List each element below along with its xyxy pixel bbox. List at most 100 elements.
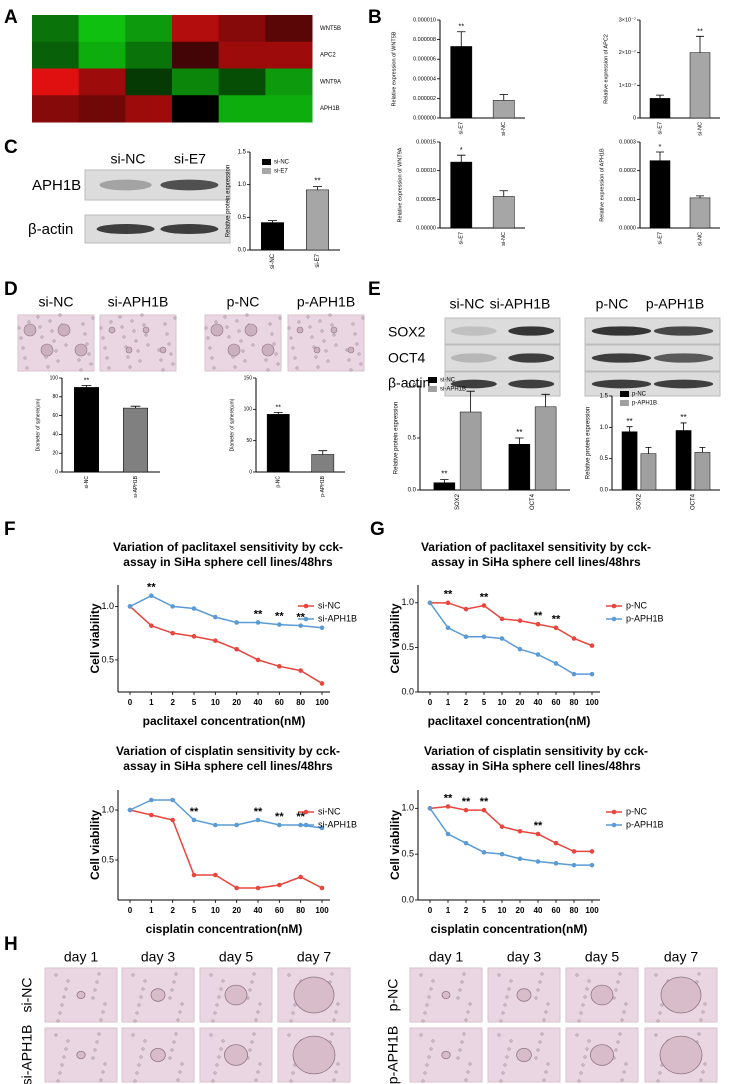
y-tick-label: 1.0 [408, 384, 417, 390]
point [298, 874, 303, 880]
cell [219, 1047, 223, 1051]
day-label: day 7 [664, 949, 698, 965]
significance: ** [480, 591, 489, 603]
x-tick-label: 40 [534, 698, 543, 707]
point [213, 872, 218, 878]
error-bar [656, 151, 664, 161]
cell [25, 366, 29, 370]
cell [334, 343, 338, 347]
cell [241, 349, 245, 353]
cell [239, 339, 243, 343]
sphere [292, 1035, 336, 1075]
sphere [441, 991, 451, 1000]
point [445, 804, 451, 809]
y-tick-label: 0.0001 [619, 197, 636, 203]
y-tick-label: 1.0 [101, 601, 114, 611]
cell [17, 326, 21, 330]
row-label: APC2 [320, 53, 336, 59]
cell [124, 345, 128, 349]
error-bar [626, 426, 633, 432]
day-label: day 5 [585, 949, 619, 965]
y-axis-label: Relative protein expression [586, 407, 592, 479]
error-bar [656, 94, 664, 99]
cell [211, 1019, 215, 1023]
significance: ** [680, 413, 686, 422]
cell [314, 355, 318, 359]
sphere [125, 346, 133, 354]
y-tick-label: 1.5 [238, 150, 247, 156]
bar [433, 482, 456, 491]
point [481, 634, 487, 640]
heatmap-cell [78, 95, 126, 123]
point [553, 861, 559, 866]
cell [172, 980, 176, 984]
sphere [590, 984, 614, 1006]
error-bar [696, 35, 704, 53]
bar [689, 52, 711, 119]
y-tick-label: 0.0 [401, 894, 414, 904]
cell [355, 342, 359, 346]
cell [146, 343, 150, 347]
cell [81, 322, 85, 326]
error-bar [696, 195, 704, 198]
point [213, 638, 218, 643]
y-axis-label: Cell viability [88, 603, 102, 673]
cell [132, 329, 136, 333]
sphere [150, 1047, 166, 1063]
cell [137, 1063, 141, 1067]
cell [324, 349, 328, 353]
cell [95, 980, 99, 984]
cell [695, 980, 699, 984]
bar [508, 443, 531, 491]
x-tick-label: 80 [570, 906, 579, 915]
cell [497, 1033, 501, 1037]
y-tick-label: 40 [52, 432, 58, 438]
cell [133, 1079, 137, 1083]
point [517, 828, 523, 834]
x-tick-label: SOX2 [637, 493, 643, 510]
cell [614, 1048, 618, 1052]
heatmap-cell [172, 95, 220, 123]
cell [66, 979, 70, 983]
row-label: si-NC [19, 978, 35, 1013]
cell [699, 1078, 703, 1082]
point [463, 634, 469, 640]
point [298, 623, 303, 628]
heatmap-cell [172, 41, 220, 69]
heatmap-cell [172, 15, 220, 43]
cell [58, 313, 62, 317]
cell [254, 1078, 258, 1082]
band [591, 326, 652, 336]
legend-label: si-NC [440, 378, 456, 384]
x-tick-label: 60 [275, 698, 284, 707]
cell [330, 972, 334, 976]
legend-label: si-E7 [274, 169, 288, 175]
cell [109, 320, 113, 324]
bar [675, 430, 692, 491]
significance: * [659, 142, 662, 151]
point [571, 849, 577, 854]
legend-label: p-NC [626, 600, 648, 610]
cell [122, 335, 126, 339]
cell [54, 349, 58, 353]
legend-marker [303, 603, 309, 609]
x-tick-label: 2 [464, 698, 469, 707]
cell [429, 987, 433, 991]
cell [138, 359, 142, 363]
cell [221, 979, 225, 983]
cell [225, 325, 229, 329]
band [591, 353, 652, 363]
bar [261, 222, 284, 251]
point [149, 593, 154, 598]
cell [180, 1002, 184, 1006]
cell [654, 973, 658, 977]
cell [93, 988, 97, 992]
cell [458, 1048, 462, 1052]
cell [361, 316, 365, 320]
cell [178, 1010, 182, 1014]
cell [252, 972, 256, 976]
point [535, 652, 541, 657]
chart-title: Variation of paclitaxel sensitivity by c… [113, 540, 343, 554]
cell [99, 1018, 103, 1022]
